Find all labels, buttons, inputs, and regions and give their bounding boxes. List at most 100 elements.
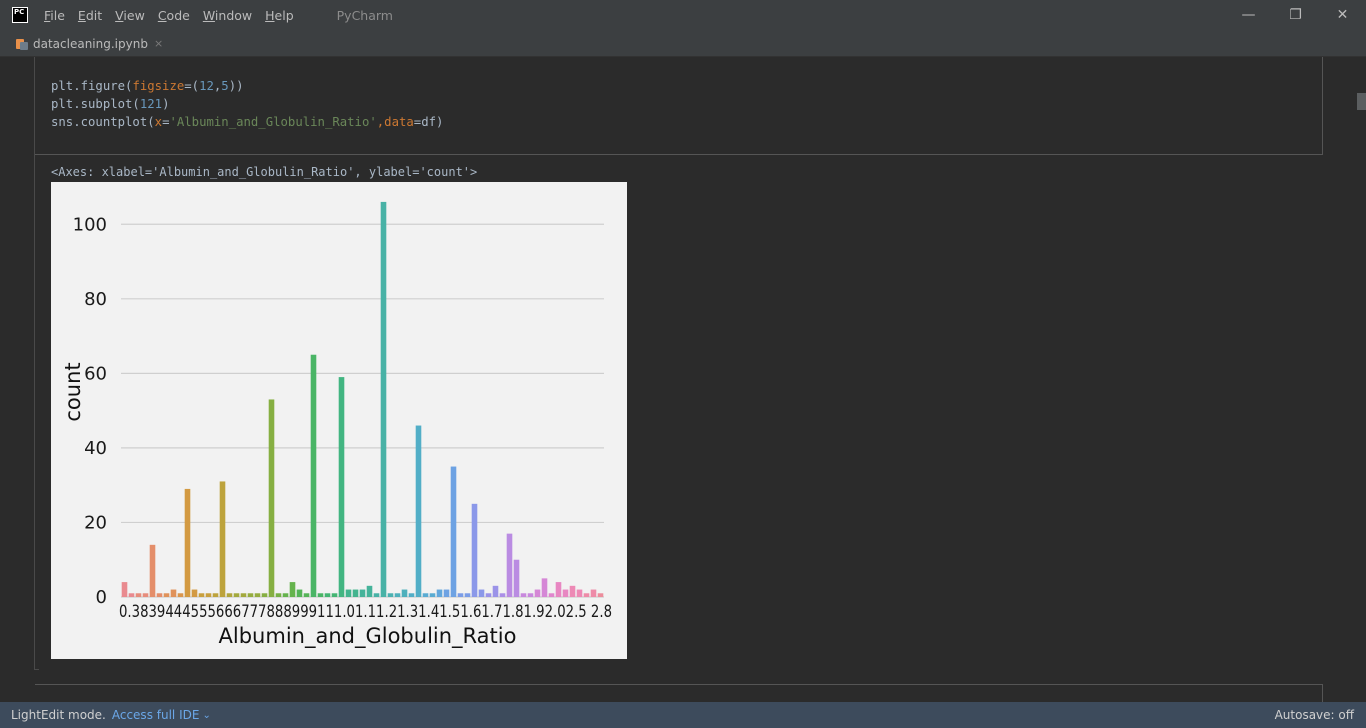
y-tick-label: 80 xyxy=(84,289,107,310)
bar xyxy=(401,589,408,597)
next-code-cell[interactable] xyxy=(35,684,1323,704)
bar xyxy=(415,425,422,597)
cell-gutter-line xyxy=(34,57,35,669)
code-cell[interactable]: plt.figure(figsize=(12,5)) plt.subplot(1… xyxy=(35,57,1323,155)
bar xyxy=(562,589,569,597)
tab-label: datacleaning.ipynb xyxy=(33,36,148,51)
countplot-chart: 0 20 40 60 80 100 0.3839444555666777888999111.… xyxy=(61,201,612,649)
tab-close-icon[interactable]: × xyxy=(153,37,164,50)
y-tick-label: 0 xyxy=(96,587,107,608)
bar xyxy=(506,533,513,597)
bar xyxy=(387,593,394,597)
bar xyxy=(380,201,387,597)
y-tick-label: 40 xyxy=(84,438,107,459)
autosave-status[interactable]: Autosave: off xyxy=(1274,708,1354,722)
title-bar: PC File Edit View Code Window Help PyCha… xyxy=(0,0,1366,30)
bar xyxy=(541,578,548,597)
countplot-figure: 0 20 40 60 80 100 0.3839444555666777888999111.… xyxy=(51,182,627,659)
bar xyxy=(499,593,506,597)
y-tick-label: 100 xyxy=(73,214,107,235)
bar xyxy=(268,399,275,597)
bar xyxy=(513,559,520,597)
bar xyxy=(429,593,436,597)
bar xyxy=(394,593,401,597)
bar xyxy=(338,377,345,597)
cell-gutter-tick xyxy=(34,669,39,670)
bar xyxy=(324,593,331,597)
bar xyxy=(366,585,373,597)
bar xyxy=(177,593,184,597)
bar xyxy=(247,593,254,597)
bar xyxy=(408,593,415,597)
bar xyxy=(240,593,247,597)
y-tick-label: 20 xyxy=(84,512,107,533)
bar xyxy=(576,589,583,597)
menu-window[interactable]: Window xyxy=(202,7,253,23)
bar xyxy=(121,582,128,597)
menu-help[interactable]: Help xyxy=(265,7,294,23)
bar xyxy=(478,589,485,597)
bar xyxy=(198,593,205,597)
app-name: PyCharm xyxy=(336,7,393,23)
menu-view[interactable]: View xyxy=(115,7,145,23)
bar xyxy=(254,593,261,597)
bar xyxy=(520,593,527,597)
bar xyxy=(317,593,324,597)
bar xyxy=(128,593,135,597)
bar xyxy=(443,589,450,597)
bar xyxy=(156,593,163,597)
bar xyxy=(352,589,359,597)
bar xyxy=(331,593,338,597)
bar xyxy=(233,593,240,597)
access-full-ide-link[interactable]: Access full IDE xyxy=(111,708,200,722)
bar xyxy=(226,593,233,597)
bar xyxy=(590,589,597,597)
cell-output-text: <Axes: xlabel='Albumin_and_Globulin_Rati… xyxy=(51,165,478,179)
bar xyxy=(149,544,156,597)
bar xyxy=(275,593,282,597)
menu-code[interactable]: Code xyxy=(157,7,190,23)
scrollbar-thumb[interactable] xyxy=(1357,93,1366,110)
bar xyxy=(296,589,303,597)
y-tick-label: 60 xyxy=(84,363,107,384)
x-axis-label: Albumin_and_Globulin_Ratio xyxy=(219,624,517,649)
pycharm-logo-icon: PC xyxy=(12,7,28,23)
bar xyxy=(492,585,499,597)
bar xyxy=(289,582,296,597)
bar xyxy=(205,593,212,597)
bar xyxy=(170,589,177,597)
close-window-button[interactable]: ✕ xyxy=(1336,7,1349,23)
bar xyxy=(135,593,142,597)
menu-edit[interactable]: Edit xyxy=(77,7,103,23)
bar xyxy=(359,589,366,597)
minimize-button[interactable]: — xyxy=(1241,7,1256,23)
code-text[interactable]: plt.figure(figsize=(12,5)) plt.subplot(1… xyxy=(51,79,444,129)
tab-datacleaning[interactable]: datacleaning.ipynb × xyxy=(8,30,171,57)
bar xyxy=(583,593,590,597)
chevron-down-icon[interactable]: ⌄ xyxy=(202,709,211,721)
bar xyxy=(310,354,317,597)
bar xyxy=(464,593,471,597)
x-tick-labels: 0.3839444555666777888999111.01.11.21.31.… xyxy=(119,602,612,622)
bar xyxy=(422,593,429,597)
restore-button[interactable]: ❐ xyxy=(1289,7,1302,23)
bar xyxy=(527,593,534,597)
bar xyxy=(555,582,562,597)
bar xyxy=(142,593,149,597)
bar xyxy=(373,593,380,597)
menu-file[interactable]: File xyxy=(44,7,65,23)
bar xyxy=(303,593,310,597)
bar xyxy=(569,585,576,597)
bar xyxy=(450,466,457,597)
bar xyxy=(457,593,464,597)
bar xyxy=(184,488,191,597)
bar xyxy=(345,589,352,597)
window-controls: — ❐ ✕ xyxy=(1225,0,1366,30)
jupyter-notebook-icon xyxy=(16,38,28,50)
bar xyxy=(485,593,492,597)
bar xyxy=(471,503,478,597)
menu-bar: File Edit View Code Window Help xyxy=(44,8,307,23)
bar xyxy=(548,593,555,597)
bar xyxy=(597,593,604,597)
bar xyxy=(436,589,443,597)
